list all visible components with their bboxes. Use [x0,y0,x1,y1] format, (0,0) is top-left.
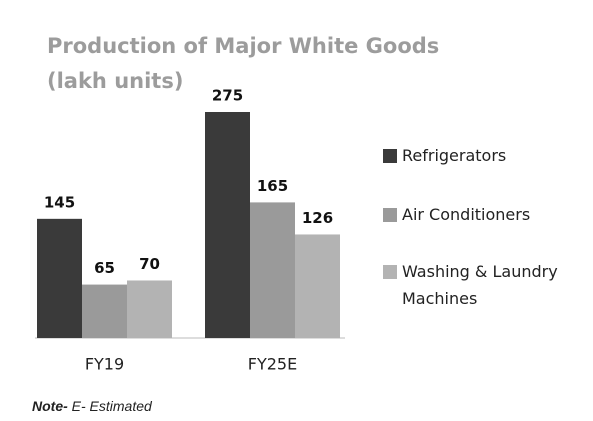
note-label: Note- [32,398,68,414]
legend-swatch [383,265,397,279]
bar [250,202,295,338]
legend-label: Refrigerators [402,146,507,165]
value-label: 165 [257,177,288,195]
value-label: 70 [139,255,160,273]
value-label: 65 [94,259,115,277]
bar [37,218,82,338]
value-label: 126 [302,209,333,227]
note-text: E- Estimated [71,398,152,414]
legend-swatch [383,149,397,163]
legend-item: Washing & Laundry Machines [383,258,583,312]
bar [295,234,340,338]
chart-title: Production of Major White Goods [47,34,439,58]
value-label: 145 [44,193,75,211]
value-label: 275 [212,87,243,105]
legend-label: Washing & Laundry Machines [402,262,558,308]
bar [205,112,250,338]
legend-item: Air Conditioners [383,201,583,228]
bar [127,280,172,338]
legend-item: Refrigerators [383,142,583,169]
x-tick-label: FY19 [85,355,124,374]
legend-swatch [383,208,397,222]
chart-subtitle: (lakh units) [47,69,183,93]
bar [82,284,127,338]
x-tick-label: FY25E [248,355,297,374]
note: Note- E- Estimated [32,398,152,414]
legend-label: Air Conditioners [402,205,531,224]
